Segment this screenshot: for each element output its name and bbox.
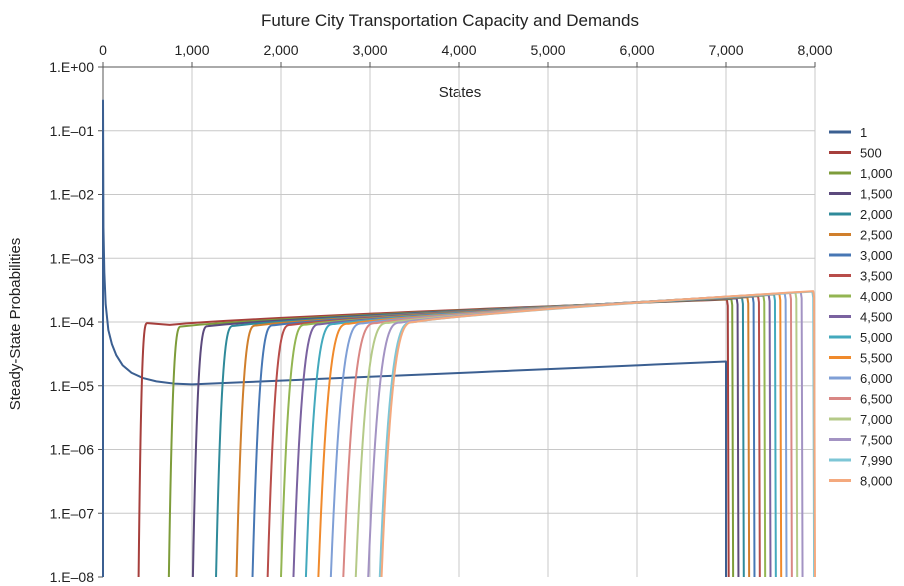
y-tick-label: 1.E–07 [50,505,95,521]
x-tick-label: 2,000 [263,42,298,58]
y-tick-label: 1.E–03 [50,250,95,266]
series-line-14 [342,292,793,578]
series-line-8 [266,295,761,578]
chart-title: Future City Transportation Capacity and … [261,11,639,30]
x-tick-labels: 0 1,000 2,000 3,000 4,000 5,000 6,000 7,000 8,00… [99,42,833,58]
legend-label: 1 [860,125,867,140]
legend-label: 6,500 [860,392,893,407]
x-tick-label: 8,000 [797,42,832,58]
y-tick-label: 1.E–05 [50,378,95,394]
legend-label: 8,000 [860,474,893,489]
axes [98,62,816,578]
legend-label: 2,500 [860,228,893,243]
legend-label: 5,000 [860,330,893,345]
series-line-10 [292,294,772,578]
series-line-7 [251,295,756,578]
y-tick-label: 1.E–08 [50,569,95,585]
x-tick-label: 3,000 [352,42,387,58]
x-tick-label: 6,000 [619,42,654,58]
legend-label: 500 [860,146,882,161]
x-tick-label: 1,000 [174,42,209,58]
legend-label: 6,000 [860,371,893,386]
y-tick-label: 1.E–01 [50,123,95,139]
x-tick-label: 4,000 [441,42,476,58]
legend-label: 3,000 [860,248,893,263]
series-line-18 [380,290,816,578]
legend-label: 4,500 [860,310,893,325]
legend-label: 1,500 [860,187,893,202]
y-tick-label: 1.E–02 [50,187,95,203]
series-lines [102,99,816,578]
series-line-9 [280,294,767,578]
x-tick-label: 0 [99,42,107,58]
y-axis-title: Steady-State Probabilities [7,238,24,411]
legend: 1 500 1,000 1,500 2,000 2,500 3,000 3,500 4,000 4… [829,125,893,489]
legend-label: 7,990 [860,453,893,468]
legend-label: 2,000 [860,207,893,222]
x-tick-label: 5,000 [530,42,565,58]
x-tick-label: 7,000 [708,42,743,58]
y-tick-labels: 1.E+00 1.E–01 1.E–02 1.E–03 1.E–04 1.E–05 1.E–… [49,59,94,585]
legend-label: 4,000 [860,289,893,304]
series-line-4 [191,297,740,578]
legend-label: 3,500 [860,269,893,284]
y-tick-label: 1.E–06 [50,442,95,458]
series-line-15 [354,291,799,578]
y-tick-label: 1.E+00 [49,59,94,75]
legend-label: 7,500 [860,433,893,448]
legend-label: 7,000 [860,412,893,427]
series-line-6 [235,296,751,578]
series-line-1 [102,99,727,577]
y-tick-label: 1.E–04 [50,314,95,330]
legend-label: 1,000 [860,166,893,181]
x-axis-title: States [439,84,482,101]
legend-label: 5,500 [860,351,893,366]
